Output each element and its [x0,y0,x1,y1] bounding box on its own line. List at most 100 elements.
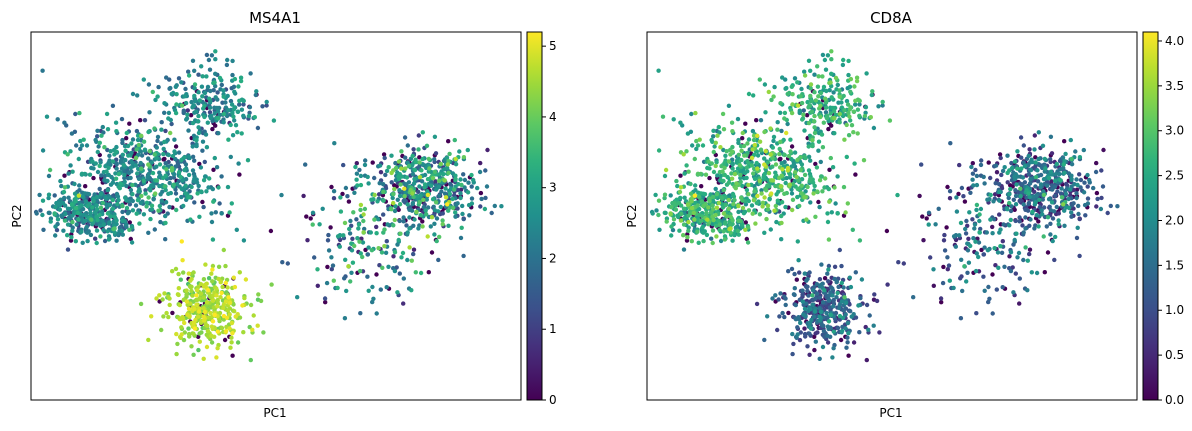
scatter-point [707,199,712,204]
scatter-point [447,191,452,196]
scatter-point [295,295,300,300]
scatter-point [214,105,220,111]
scatter-point [78,146,83,152]
scatter-point [946,263,952,268]
scatter-point [823,67,829,72]
scatter-point [700,143,706,148]
scatter-point [825,211,830,216]
scatter-point [202,309,208,315]
scatter-point [223,328,229,334]
scatter-point [120,232,126,237]
scatter-point [807,270,812,275]
scatter-point [993,163,999,168]
scatter-point [198,165,204,170]
scatter-point [917,193,922,199]
scatter-point [352,190,357,195]
scatter-point [221,313,227,319]
scatter-point [114,218,119,223]
scatter-point [726,103,732,109]
scatter-point [205,84,211,90]
scatter-point [1019,166,1024,171]
scatter-point [724,149,729,154]
scatter-point [221,111,226,117]
scatter-point [827,88,832,93]
scatter-point [452,137,457,143]
scatter-point [215,329,220,334]
scatter-point [358,173,364,179]
scatter-point [349,223,354,228]
scatter-point [192,176,197,182]
scatter-point [77,110,82,116]
scatter-point [741,211,747,216]
scatter-point [688,191,694,196]
scatter-point [795,194,800,200]
scatter-point [232,89,237,95]
scatter-point [191,320,197,326]
scatter-point [358,207,363,213]
scatter-point [656,68,661,73]
scatter-point [378,287,383,292]
scatter-point [813,214,818,219]
scatter-point [392,217,397,223]
scatter-point [144,200,150,205]
scatter-point [826,186,831,192]
scatter-point [401,301,406,306]
scatter-point [176,76,182,81]
scatter-point [426,270,431,275]
scatter-point [79,143,85,148]
scatter-point [782,116,787,121]
scatter-point [478,160,483,166]
scatter-point [786,153,792,159]
scatter-point [381,182,386,187]
scatter-point [385,222,390,227]
scatter-point [853,270,858,275]
scatter-point [209,219,215,225]
scatter-point [678,195,683,201]
scatter-point [173,191,179,196]
scatter-point [52,193,57,198]
scatter-point [107,202,113,208]
scatter-point [847,302,852,307]
scatter-point [162,101,167,106]
scatter-point [752,152,757,157]
scatter-point [812,309,818,314]
scatter-point [823,110,829,115]
scatter-point [739,148,744,153]
scatter-point [790,351,795,357]
scatter-point [148,188,153,193]
scatter-point [154,164,159,169]
scatter-point [800,292,805,297]
scatter-point [174,197,180,202]
scatter-point [226,108,231,113]
scatter-point [1019,190,1024,195]
scatter-point [818,174,824,179]
scatter-point [203,322,208,327]
scatter-point [62,218,68,223]
scatter-point [155,138,160,144]
scatter-point [381,189,386,195]
scatter-point [997,189,1002,195]
scatter-point [377,163,383,168]
scatter-point [441,171,446,177]
scatter-point [405,230,410,235]
scatter-point [161,151,166,157]
scatter-point [825,333,830,338]
scatter-point [123,148,128,153]
scatter-point [453,162,459,167]
scatter-point [722,172,727,178]
scatter-point [1087,177,1092,183]
scatter-point [190,293,195,298]
scatter-point [110,159,116,164]
scatter-point [68,149,73,154]
scatter-point [330,263,336,268]
scatter-point [379,250,385,255]
scatter-point [343,185,349,191]
scatter-point [82,218,88,223]
scatter-point [389,207,394,212]
scatter-point [711,217,716,223]
scatter-point [139,133,144,138]
scatter-point [743,220,748,225]
scatter-point [391,191,396,197]
scatter-point [215,90,220,95]
scatter-point [232,284,238,290]
